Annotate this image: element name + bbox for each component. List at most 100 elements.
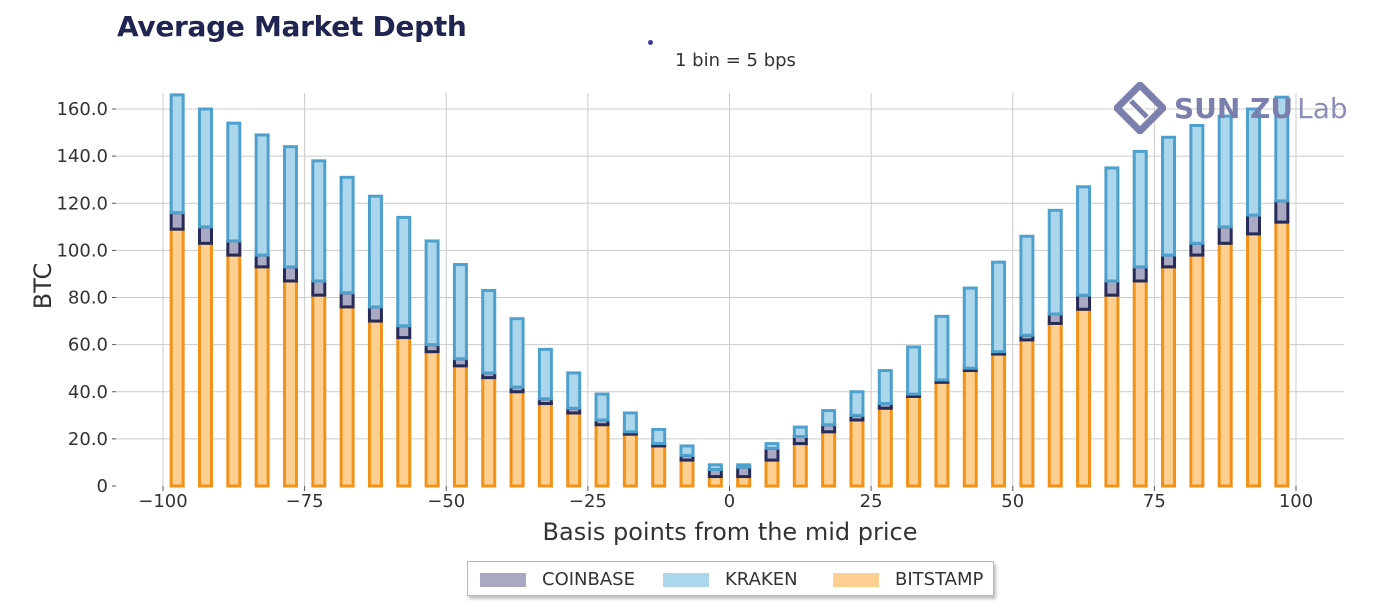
bar-bitstamp-23 <box>821 430 837 488</box>
x-axis-label: Basis points from the mid price <box>543 518 918 546</box>
bar-bitstamp-16 <box>622 432 638 488</box>
bar-coinbase-37 <box>1217 225 1233 245</box>
bar-kraken-28 <box>962 286 978 370</box>
bar-kraken-25 <box>877 369 893 406</box>
bar-kraken-26 <box>906 345 922 396</box>
bar-coinbase-1 <box>197 225 213 245</box>
legend-swatch-bitstamp <box>833 572 879 587</box>
bar-kraken-14 <box>566 371 582 410</box>
legend-item-kraken: KRAKEN <box>663 569 798 590</box>
x-tick-label-0: −100 <box>138 491 187 512</box>
y-tick-label-7: 140.0 <box>56 146 108 167</box>
bar-bitstamp-26 <box>906 394 922 488</box>
bar-kraken-29 <box>991 260 1007 354</box>
bar-bitstamp-10 <box>452 364 468 488</box>
x-tick-label-4: 0 <box>724 491 735 512</box>
bar-kraken-13 <box>537 347 553 401</box>
y-tick-label-4: 80.0 <box>68 288 108 309</box>
bar-bitstamp-4 <box>282 279 298 488</box>
bar-coinbase-4 <box>282 265 298 283</box>
y-tick-label-0: 0 <box>97 476 108 497</box>
sunzu-logo-icon <box>1114 82 1166 134</box>
y-tick-label-1: 20.0 <box>68 429 108 450</box>
bar-kraken-6 <box>339 175 355 295</box>
bar-bitstamp-31 <box>1047 321 1063 488</box>
bar-bitstamp-33 <box>1104 293 1120 488</box>
bar-coinbase-3 <box>254 253 270 269</box>
bar-bitstamp-12 <box>509 390 525 488</box>
bar-kraken-39 <box>1274 95 1290 203</box>
y-tick-label-5: 100.0 <box>56 240 108 261</box>
bar-bitstamp-3 <box>254 265 270 488</box>
logo-text-light: Lab <box>1297 91 1348 125</box>
bar-kraken-33 <box>1104 166 1120 283</box>
bar-kraken-30 <box>1019 234 1035 337</box>
bar-kraken-34 <box>1132 149 1148 269</box>
bar-bitstamp-13 <box>537 402 553 488</box>
legend-item-coinbase: COINBASE <box>480 569 635 590</box>
y-tick-label-6: 120.0 <box>56 193 108 214</box>
chart-legend: COINBASE KRAKEN BITSTAMP <box>467 561 994 596</box>
bar-coinbase-33 <box>1104 279 1120 297</box>
legend-label-coinbase: COINBASE <box>542 569 635 590</box>
bar-bitstamp-21 <box>764 458 780 488</box>
bar-bitstamp-5 <box>311 293 327 488</box>
bar-bitstamp-1 <box>197 241 213 488</box>
bar-coinbase-34 <box>1132 265 1148 283</box>
bar-bitstamp-18 <box>679 458 695 488</box>
y-tick-label-3: 60.0 <box>68 335 108 356</box>
bar-coinbase-21 <box>764 446 780 462</box>
bar-kraken-24 <box>849 390 865 417</box>
bar-kraken-3 <box>254 133 270 257</box>
bar-kraken-15 <box>594 392 610 422</box>
bar-coinbase-36 <box>1189 241 1205 257</box>
bar-kraken-32 <box>1076 185 1092 297</box>
bar-bitstamp-36 <box>1189 253 1205 488</box>
bar-kraken-1 <box>197 107 213 229</box>
bar-kraken-37 <box>1217 114 1233 229</box>
legend-label-kraken: KRAKEN <box>725 569 798 590</box>
x-tick-label-7: 75 <box>1143 491 1166 512</box>
bar-bitstamp-6 <box>339 305 355 488</box>
bar-kraken-9 <box>424 239 440 347</box>
x-tick-label-8: 100 <box>1279 491 1313 512</box>
bar-kraken-23 <box>821 409 837 427</box>
x-tick-label-2: −50 <box>427 491 465 512</box>
bar-bitstamp-30 <box>1019 338 1035 488</box>
bar-kraken-19 <box>707 463 723 472</box>
bar-kraken-18 <box>679 444 695 457</box>
y-tick-label-2: 40.0 <box>68 382 108 403</box>
x-tick-label-3: −25 <box>569 491 607 512</box>
bar-bitstamp-38 <box>1246 232 1262 488</box>
bar-bitstamp-7 <box>367 319 383 488</box>
bar-kraken-2 <box>226 121 242 243</box>
bar-kraken-16 <box>622 411 638 434</box>
bar-bitstamp-34 <box>1132 279 1148 488</box>
bar-bitstamp-0 <box>169 227 185 488</box>
bar-kraken-11 <box>481 288 497 375</box>
legend-item-bitstamp: BITSTAMP <box>833 569 983 590</box>
bar-bitstamp-15 <box>594 423 610 488</box>
y-tick-label-8: 160.0 <box>56 99 108 120</box>
bar-bitstamp-2 <box>226 253 242 488</box>
bar-kraken-20 <box>736 463 752 469</box>
bar-bitstamp-11 <box>481 376 497 488</box>
chart-subtitle: 1 bin = 5 bps <box>675 50 796 71</box>
bar-kraken-4 <box>282 145 298 269</box>
x-tick-label-6: 50 <box>1001 491 1024 512</box>
bar-bitstamp-17 <box>651 444 667 488</box>
bar-coinbase-2 <box>226 239 242 257</box>
legend-swatch-coinbase <box>480 572 526 587</box>
bar-kraken-35 <box>1161 135 1177 257</box>
bar-kraken-10 <box>452 263 468 361</box>
chart-title: Average Market Depth <box>117 10 467 43</box>
bar-bitstamp-25 <box>877 406 893 488</box>
bar-coinbase-6 <box>339 291 355 309</box>
bar-kraken-21 <box>764 442 780 450</box>
legend-swatch-kraken <box>663 572 709 587</box>
x-tick-label-1: −75 <box>286 491 324 512</box>
bar-kraken-8 <box>396 215 412 328</box>
legend-label-bitstamp: BITSTAMP <box>895 569 984 590</box>
x-tick-label-5: 25 <box>860 491 883 512</box>
